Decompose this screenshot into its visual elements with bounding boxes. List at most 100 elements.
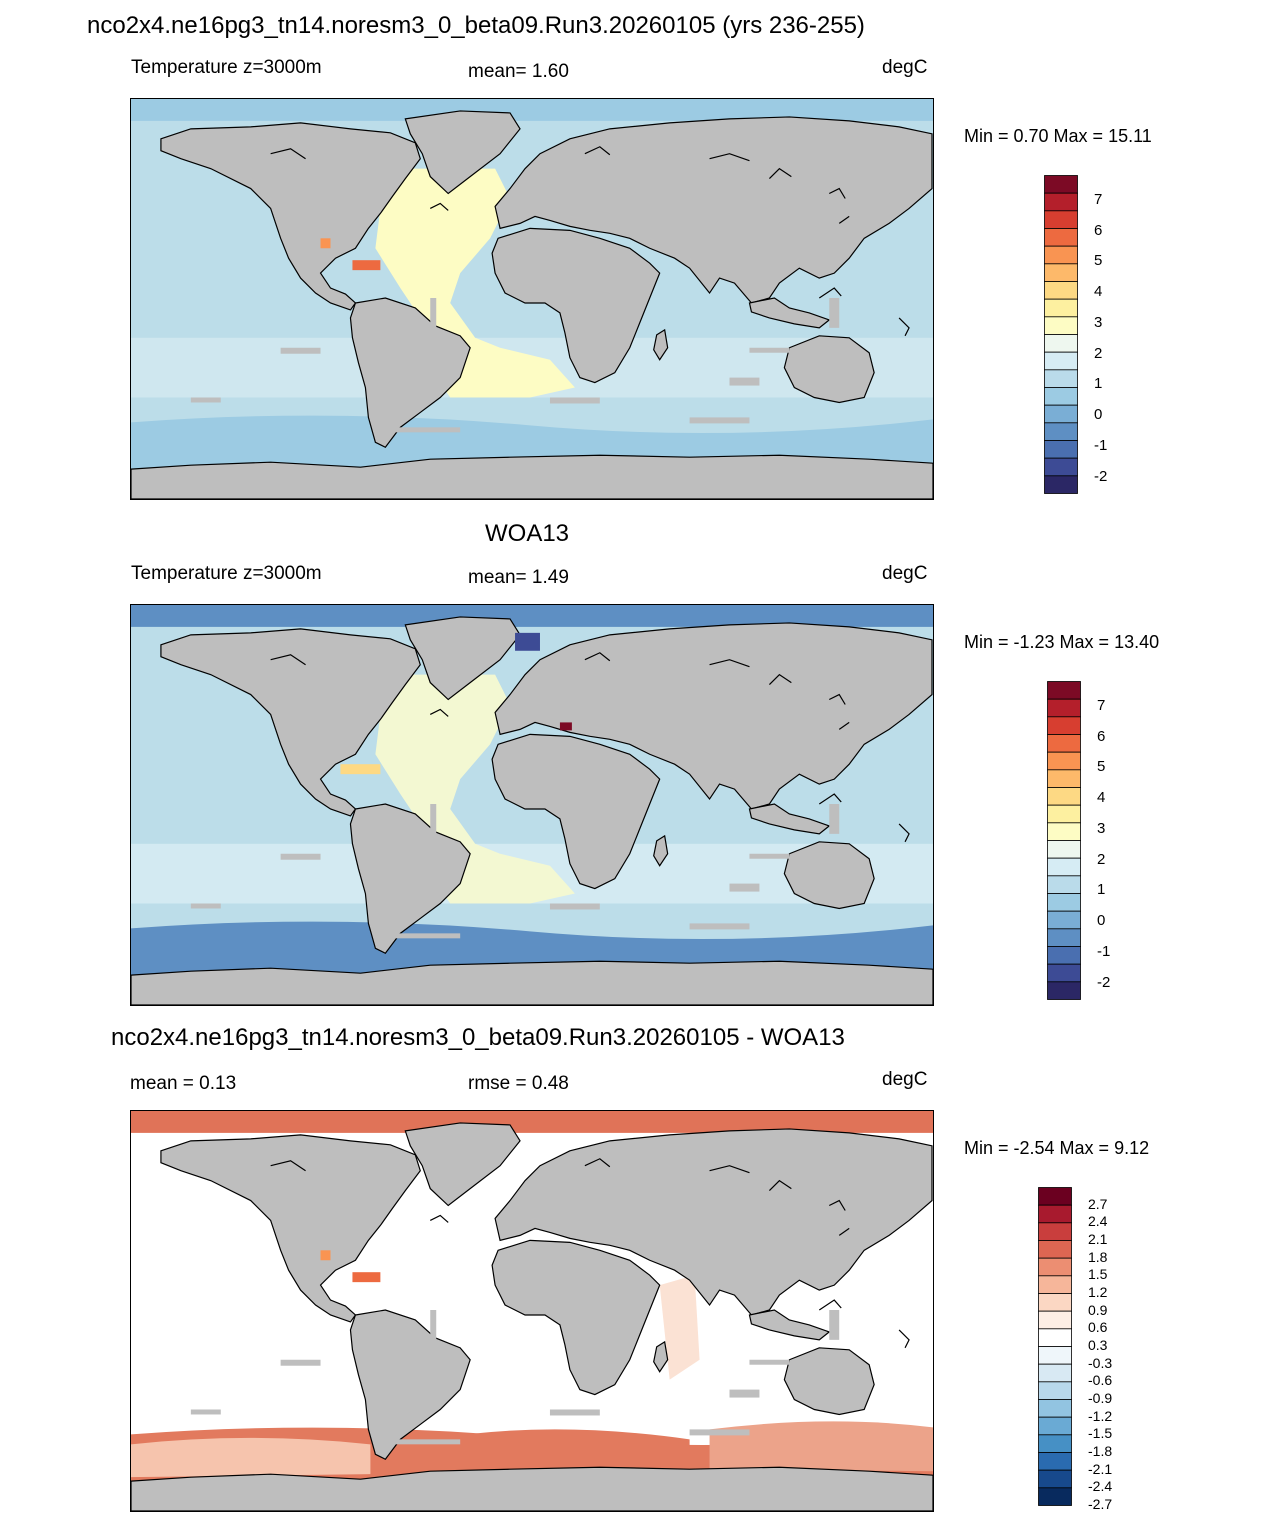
ridge-mask [549,397,600,404]
arctic-band [131,1111,933,1133]
map-canvas [131,1111,933,1511]
arctic-band [131,605,933,627]
coast-detail [828,187,846,199]
ridge-mask [380,933,461,939]
ridge-mask [549,903,600,910]
colorbar-tick-label: -2 [1094,467,1108,485]
colorbar-tick-label: -2.1 [1088,1460,1113,1477]
panel-1-variable-label: Temperature z=3000m [131,57,322,78]
caribbean-warm-spot [352,260,381,271]
colorbar-tick-label: 0 [1094,406,1103,424]
land-eurasia [494,622,933,810]
colorbar-tick-label: 0.3 [1088,1337,1108,1353]
caribbean-warm-spot [340,764,381,775]
colorbar-swatch [1044,422,1078,441]
ridge-mask [749,347,790,353]
colorbar-swatch [1047,981,1081,1000]
ridge-mask [689,1429,750,1436]
panel-1-map [130,98,934,500]
colorbar-swatch [1038,1222,1072,1241]
colorbar-tick-label: 3 [1097,819,1106,837]
panel-3-map [130,1110,934,1512]
colorbar-swatch [1038,1293,1072,1312]
colorbar-swatch [1044,457,1078,477]
colorbar-tick-label: 0.9 [1088,1301,1108,1318]
colorbar-swatch [1038,1240,1072,1259]
ridge-mask [829,804,840,834]
land-north-america [160,628,421,817]
coast-detail [898,317,910,337]
colorbar-swatch [1044,475,1078,494]
land-indonesia [748,803,831,835]
colorbar-swatch [1038,1346,1072,1365]
ridge-mask [190,903,221,909]
land-greenland [404,1122,521,1207]
colorbar-swatch [1044,404,1078,424]
colorbar-swatch [1038,1416,1072,1436]
colorbar-tick-label: 1 [1094,375,1103,393]
coast-detail [270,654,306,666]
ridge-mask [280,853,321,860]
colorbar-swatch [1038,1204,1072,1224]
arctic-band [131,99,933,121]
colorbar-tick-label: -2.7 [1088,1496,1113,1512]
colorbar-swatch [1047,787,1081,806]
ridge-mask [749,853,790,859]
panel-2-title: WOA13 [485,520,570,547]
land-antarctica [131,960,933,1005]
coast-detail [898,1329,910,1349]
colorbar-swatches [1047,681,1081,1000]
coast-detail [429,1214,449,1223]
coast-detail [584,146,611,156]
land-africa [491,1239,661,1396]
colorbar-swatch [1047,804,1081,824]
colorbar-tick-label: 0.6 [1088,1319,1108,1336]
coast-detail [584,652,611,662]
panel-3-rmse-label: rmse = 0.48 [468,1073,569,1094]
coast-detail [818,793,842,805]
land-greenland [404,110,521,195]
colorbar-swatch [1044,440,1078,459]
land-indonesia [748,297,831,329]
colorbar-tick-label: 5 [1097,758,1106,776]
ridge-mask [749,1359,790,1365]
colorbar-tick-label: 4 [1094,283,1103,301]
colorbar-tick-label: 7 [1097,696,1106,714]
colorbar-tick-label: -1 [1097,942,1111,960]
panel-1-title: nco2x4.ne16pg3_tn14.noresm3_0_beta09.Run… [87,12,865,39]
land-antarctica [131,454,933,499]
coast-detail [838,1227,850,1236]
colorbar-swatches [1038,1187,1072,1506]
land-australia [783,1347,875,1416]
coast-detail [898,823,910,843]
colorbar-swatch [1044,210,1078,229]
land-indonesia [748,1309,831,1341]
colorbar-swatch [1038,1257,1072,1277]
ridge-mask [430,1310,437,1350]
coast-detail [429,708,449,717]
coast-detail [709,659,750,668]
colorbar-swatch [1044,369,1078,388]
coast-detail [768,673,792,686]
panel-2-minmax: Min = -1.23 Max = 13.40 [964,632,1160,652]
diff-warm-patch [430,1429,690,1472]
colorbar-swatch [1038,1487,1072,1506]
colorbar-swatch [1047,963,1081,983]
colorbar-swatch [1044,263,1078,282]
colorbar-tick-label: -0.9 [1088,1390,1113,1406]
panel-3-title: nco2x4.ne16pg3_tn14.noresm3_0_beta09.Run… [111,1024,845,1051]
ridge-mask [280,1359,321,1366]
colorbar-tick-label: 6 [1097,727,1106,745]
colorbar-tick-label: -1.8 [1088,1443,1113,1459]
panel-3-minmax: Min = -2.54 Max = 9.12 [964,1138,1150,1158]
panel-1-units-label: degC [882,57,928,78]
panel-3-colorbar: 2.7 2.4 2.1 1.8 1.5 1.2 0.9 0.6 0.3 -0.3 -0.6 -0.9-… [1038,1187,1112,1512]
land-madagascar [653,1340,669,1373]
colorbar-swatch [1047,893,1081,912]
colorbar-swatch [1044,387,1078,406]
panel-1-colorbar: 7 6 5 4 3 2 1 0 -1 -2 [1044,175,1107,494]
ridge-mask [380,427,461,433]
land-africa [491,733,661,890]
colorbar-tick-label: 3 [1094,313,1103,331]
colorbar-tick-label: 2.4 [1088,1213,1108,1230]
